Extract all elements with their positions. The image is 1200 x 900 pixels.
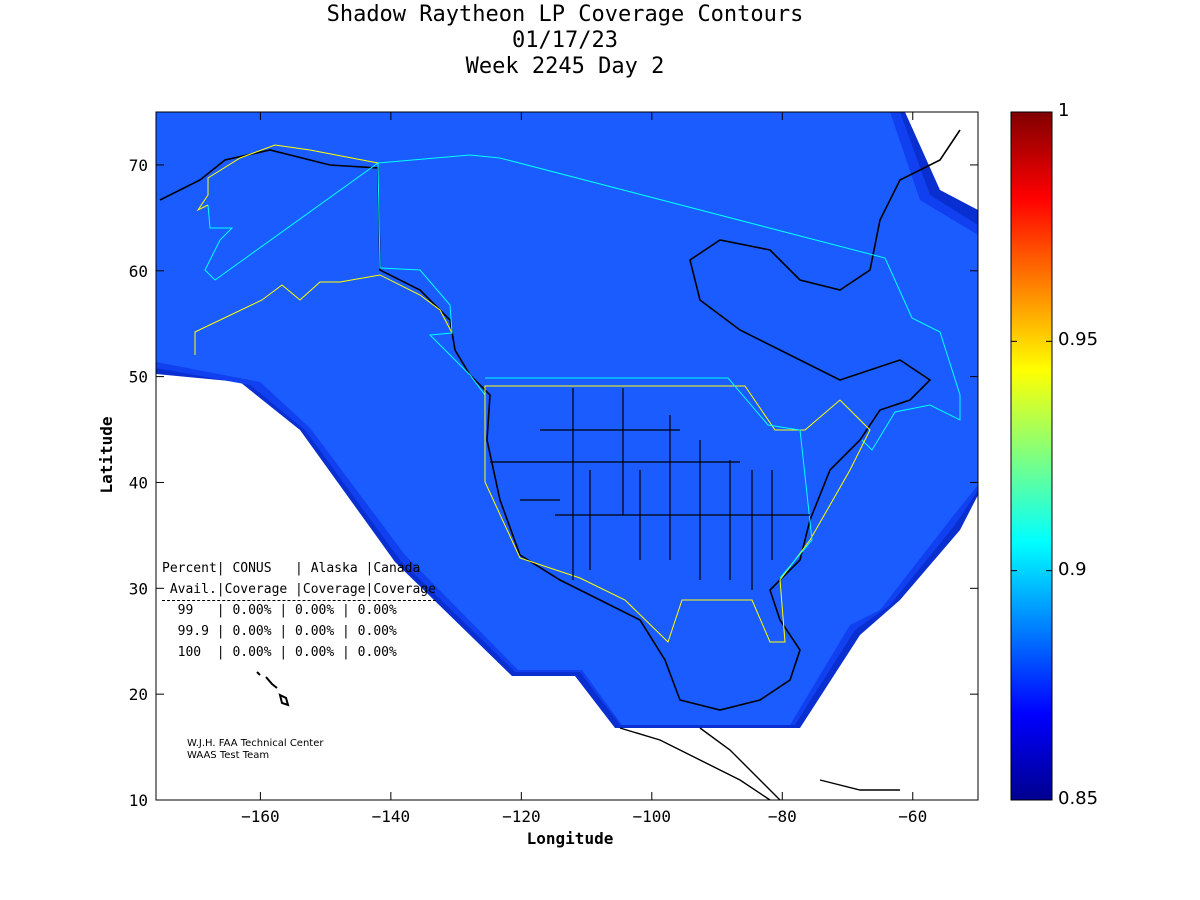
x-axis: −160 −140 −120 −100 −80 −60: [241, 112, 927, 826]
x-tick-label: −140: [372, 807, 411, 826]
coverage-table-row: 100 | 0.00% | 0.00% | 0.00%: [162, 645, 397, 660]
y-tick-label: 70: [129, 156, 148, 175]
canada-boundary-cyan: [377, 154, 961, 451]
y-tick-label: 30: [129, 579, 148, 598]
alaska-boundary-yellow: [194, 274, 453, 355]
colorbar-tick-label: 0.9: [1058, 558, 1087, 580]
coverage-table-header1: Percent| CONUS | Alaska |Canada: [162, 561, 421, 576]
colorbar: [1010, 111, 1053, 801]
x-tick-label: −100: [633, 807, 672, 826]
colorbar-ticks: [1011, 111, 1052, 801]
y-tick-label: 20: [129, 685, 148, 704]
credit-line2: WAAS Test Team: [187, 750, 270, 761]
state-borders: [490, 388, 810, 590]
alaska-boundary-cyan: [204, 162, 486, 396]
y-tick-label: 60: [129, 262, 148, 281]
central-america-coast: [619, 727, 900, 800]
colorbar-tick-label: 0.85: [1058, 788, 1099, 809]
conus-boundary-yellow: [484, 385, 871, 643]
x-tick-label: −80: [768, 807, 797, 826]
credit-line1: W.J.H. FAA Technical Center: [187, 738, 324, 749]
coverage-region: [156, 112, 978, 725]
x-axis-label: Longitude: [527, 829, 614, 848]
coastline: [159, 129, 961, 711]
chart-title-line2: 01/17/23: [512, 28, 618, 53]
y-axis: 10 20 30 40 50 60 70: [129, 156, 978, 810]
colorbar-tick-label: 1: [1058, 100, 1070, 121]
x-tick-label: −160: [241, 807, 280, 826]
alaska-north-boundary-yellow: [196, 144, 379, 212]
y-tick-label: 50: [129, 368, 148, 387]
coverage-table-row: 99 | 0.00% | 0.00% | 0.00%: [162, 603, 397, 618]
hawaii-islands: [256, 671, 290, 707]
coverage-table-header2: Avail.|Coverage |Coverage|Coverage: [162, 579, 436, 601]
plot-frame: [155, 111, 979, 801]
chart-title-line1: Shadow Raytheon LP Coverage Contours: [326, 2, 804, 27]
y-axis-label: Latitude: [97, 416, 116, 493]
colorbar-tick-label: 0.95: [1058, 329, 1099, 351]
y-tick-label: 40: [129, 473, 148, 492]
chart-title-line3: Week 2245 Day 2: [465, 54, 665, 79]
y-tick-label: 10: [129, 791, 148, 810]
conus-boundary-cyan: [485, 377, 813, 579]
x-tick-label: −60: [898, 807, 927, 826]
coverage-table-row: 99.9 | 0.00% | 0.00% | 0.00%: [162, 624, 397, 639]
x-tick-label: −120: [502, 807, 541, 826]
